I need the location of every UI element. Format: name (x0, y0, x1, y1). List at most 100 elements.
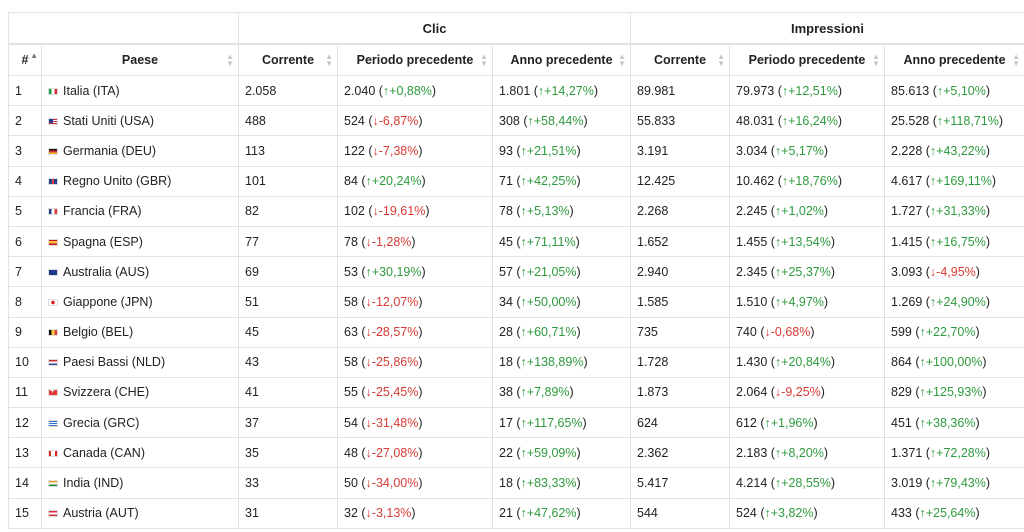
impr-prev-period-cell: 1.430 (↑+20,84%) (729, 346, 885, 378)
rank-cell: 11 (8, 376, 42, 409)
delta-value: +58,44% (533, 113, 584, 128)
cell-value: 54 (344, 415, 358, 430)
column-header-clicks-current[interactable]: Corrente ▲ ▼ (238, 43, 338, 76)
country-name: Austria (AUT) (63, 506, 139, 521)
delta-badge: ↑+47,62% (521, 506, 577, 520)
table-row: 1 Italia (ITA) 2.058 2.040 (↑+0,88%) 1.801 (… (8, 74, 1024, 107)
table-row: 14 India (IND) 33 50 (↓-34,00%) 18 (↑+83,33%… (8, 467, 1024, 499)
delta-value: +72,28% (936, 445, 986, 460)
impr-prev-year-cell: 1.269 (↑+24,90%) (884, 286, 1024, 318)
delta-badge: ↑+20,24% (366, 174, 422, 188)
cell-value: 612 (736, 415, 757, 430)
delta-value: -3,13% (371, 506, 412, 521)
impr-prev-year-cell: 3.019 (↑+79,43%) (884, 467, 1024, 499)
delta-value: +14,27% (544, 83, 594, 98)
cell-value: 4.617 (891, 174, 923, 189)
column-header-country-label: Paese (121, 53, 159, 67)
cell-value: 48.031 (736, 113, 775, 128)
arrow-down-icon: ↓ (365, 294, 372, 309)
rank-cell: 15 (8, 497, 42, 529)
delta-value: +22,70% (925, 325, 976, 340)
delta-value: -27,08% (371, 445, 419, 460)
impr-current-cell: 2.362 (630, 437, 730, 469)
cell-value: 38 (499, 385, 513, 400)
impr-current-cell: 1.652 (630, 225, 730, 258)
delta-badge: ↑+71,11% (521, 235, 576, 249)
delta-badge: ↑+12,51% (782, 84, 838, 98)
cell-value: 864 (891, 355, 912, 370)
delta-badge: ↓-7,38% (373, 144, 419, 158)
impr-prev-year-cell: 864 (↑+100,00%) (884, 346, 1024, 378)
column-header-clicks-prev-period[interactable]: Periodo precedente ▲ ▼ (337, 43, 493, 76)
rank-cell: 10 (8, 346, 42, 378)
group-header-clicks: Clic (238, 12, 631, 45)
arrow-up-icon: ↑ (919, 506, 926, 521)
cell-value: 433 (891, 506, 912, 521)
impr-prev-year-cell: 4.617 (↑+169,11%) (884, 165, 1024, 197)
delta-value: -12,07% (371, 294, 419, 309)
impr-prev-period-cell: 2.245 (↑+1,02%) (729, 195, 885, 227)
table-row: 15 Austria (AUT) 31 32 (↓-3,13%) 21 (↑+47,62… (8, 497, 1024, 529)
clicks-prev-period-cell: 32 (↓-3,13%) (337, 497, 493, 529)
arrow-up-icon: ↑ (929, 204, 937, 219)
impr-current-cell: 89.981 (630, 74, 730, 107)
arrow-up-icon: ↑ (520, 294, 527, 309)
delta-badge: ↑+5,13% (521, 204, 570, 218)
column-header-impr-prev-period[interactable]: Periodo precedente ▲ ▼ (729, 43, 885, 76)
delta-value: +83,33% (526, 476, 577, 491)
cell-value: 2.345 (736, 264, 768, 279)
table-row: 4 Regno Unito (GBR) 101 84 (↑+20,24%) 71 (↑+… (8, 165, 1024, 197)
delta-value: +25,37% (781, 264, 831, 279)
clicks-prev-period-cell: 78 (↓-1,28%) (337, 225, 493, 258)
country-cell: Australia (AUS) (41, 256, 239, 288)
cell-value: 25.528 (891, 113, 930, 128)
delta-value: +30,19% (371, 264, 422, 279)
arrow-down-icon: ↓ (365, 445, 372, 460)
cell-value: 1.801 (499, 83, 531, 98)
clicks-prev-period-cell: 2.040 (↑+0,88%) (337, 74, 493, 107)
cell-value: 78 (344, 234, 358, 249)
rank-cell: 14 (8, 467, 42, 499)
delta-value: +20,24% (371, 174, 422, 189)
column-header-impr-prev-year[interactable]: Anno precedente ▲ ▼ (884, 43, 1024, 76)
cell-value: 1.510 (736, 294, 768, 309)
column-header-country[interactable]: Paese ▲ ▼ (41, 43, 239, 76)
cell-value: 4.214 (736, 476, 768, 491)
flag-icon (48, 298, 58, 306)
impr-current-cell: 1.585 (630, 286, 730, 318)
country-name: Italia (ITA) (63, 83, 120, 98)
country-cell: Canada (CAN) (41, 437, 239, 469)
arrow-up-icon: ↑ (365, 264, 372, 279)
arrow-up-icon: ↑ (929, 143, 937, 158)
delta-badge: ↑+21,05% (521, 265, 577, 279)
rank-cell: 1 (8, 74, 42, 107)
arrow-up-icon: ↑ (520, 234, 527, 249)
delta-badge: ↑+16,24% (782, 114, 838, 128)
impr-prev-period-cell: 4.214 (↑+28,55%) (729, 467, 885, 499)
arrow-up-icon: ↑ (774, 234, 782, 249)
clicks-current-cell: 113 (238, 135, 338, 167)
rank-cell: 5 (8, 195, 42, 227)
impr-prev-year-cell: 433 (↑+25,64%) (884, 497, 1024, 529)
delta-value: +38,36% (925, 415, 976, 430)
delta-badge: ↑+59,09% (521, 446, 577, 460)
arrow-up-icon: ↑ (774, 143, 782, 158)
delta-value: +0,88% (389, 83, 432, 98)
column-header-impr-current[interactable]: Corrente ▲ ▼ (630, 43, 730, 76)
impr-prev-year-cell: 1.727 (↑+31,33%) (884, 195, 1024, 227)
cell-value: 829 (891, 385, 912, 400)
delta-value: -19,61% (378, 204, 426, 219)
delta-badge: ↑+24,90% (930, 295, 986, 309)
delta-value: +21,51% (526, 143, 577, 158)
delta-value: +71,11% (526, 234, 576, 249)
delta-badge: ↑+72,28% (930, 446, 986, 460)
impr-prev-period-cell: 10.462 (↑+18,76%) (729, 165, 885, 197)
table-row: 13 Canada (CAN) 35 48 (↓-27,08%) 22 (↑+59,09… (8, 437, 1024, 469)
delta-badge: ↓-1,28% (366, 235, 412, 249)
column-header-label: Periodo precedente (748, 53, 866, 67)
impr-prev-year-cell: 829 (↑+125,93%) (884, 376, 1024, 409)
country-name: Giappone (JPN) (63, 294, 153, 309)
column-header-rank[interactable]: # ▲ (8, 43, 42, 76)
column-header-clicks-prev-year[interactable]: Anno precedente ▲ ▼ (492, 43, 631, 76)
impr-prev-period-cell: 524 (↑+3,82%) (729, 497, 885, 529)
